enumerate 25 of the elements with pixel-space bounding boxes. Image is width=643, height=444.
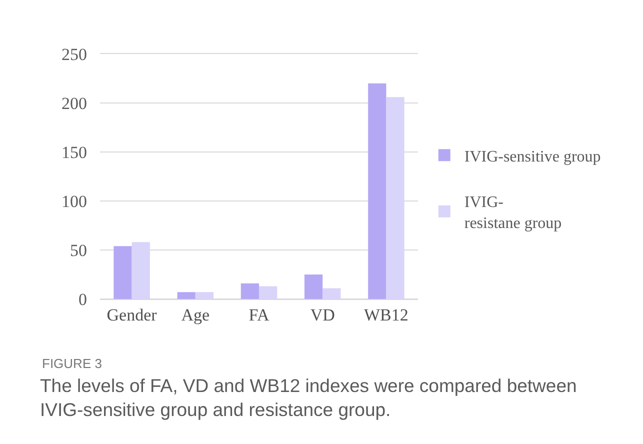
text: The levels of FA, VD and WB12 indexes were compared between IVIG-sensitive group and resistance group.	[40, 375, 577, 420]
y-tick-label: 50	[70, 240, 87, 260]
bar	[114, 246, 132, 299]
bar	[259, 286, 278, 299]
y-tick-label: 200	[62, 94, 87, 113]
y-tick-label: 100	[62, 192, 87, 211]
bar	[386, 97, 404, 299]
x-tick-label: WB12	[364, 305, 408, 324]
bar	[304, 274, 323, 299]
y-tick-label: 250	[62, 44, 87, 64]
bar	[322, 288, 341, 299]
x-tick-label: VD	[310, 305, 335, 324]
caption: FIGURE 3	[42, 356, 102, 371]
y-tick-label: 0	[78, 290, 87, 309]
bar	[240, 283, 259, 299]
x-tick-label: Age	[181, 305, 210, 324]
y-tick-label: 150	[62, 142, 87, 162]
bar	[368, 83, 386, 299]
x-tick-label: Gender	[106, 305, 158, 324]
bar	[195, 292, 214, 299]
legend-label: IVIG- resistane group	[464, 194, 562, 232]
bar	[177, 292, 196, 299]
legend-label: IVIG-sensitive group	[464, 148, 601, 166]
x-tick-label: FA	[248, 305, 270, 324]
bar	[132, 242, 150, 299]
